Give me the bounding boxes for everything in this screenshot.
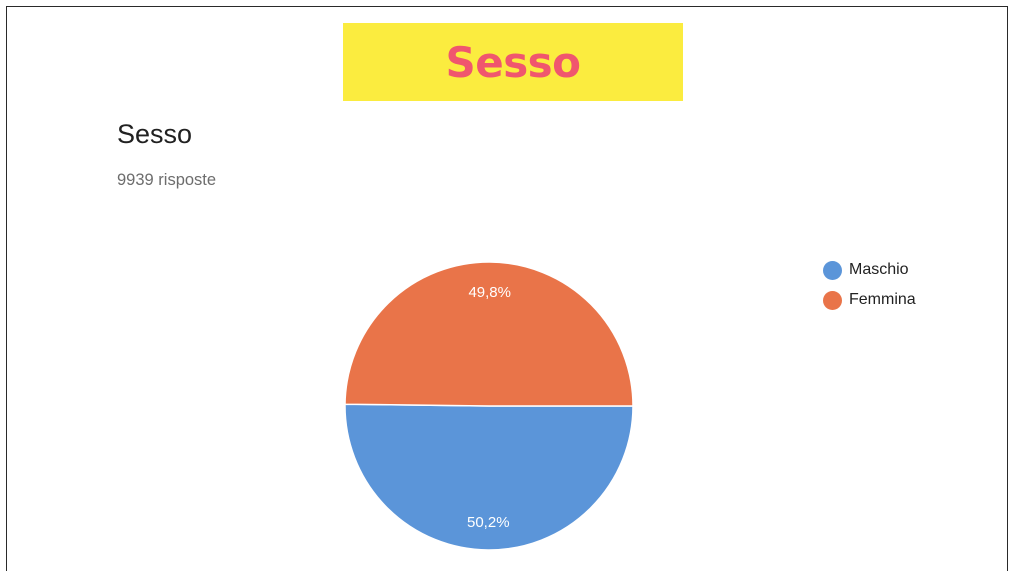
pie-slice-femmina: [344, 261, 634, 407]
pie-slices: [344, 261, 634, 551]
legend-swatch-maschio: [823, 260, 842, 280]
pie-slice-label-maschio: 50,2%: [467, 514, 510, 531]
response-count: 9939 risposte: [117, 171, 217, 189]
banner-title: Sesso: [445, 37, 581, 87]
legend-label-maschio: Maschio: [849, 261, 909, 278]
title-banner: Sesso: [343, 23, 683, 101]
legend-swatch-femmina: [823, 290, 842, 310]
legend-item-femmina: Femmina: [823, 285, 916, 315]
chart-legend: Maschio Femmina: [823, 255, 916, 315]
legend-label-femmina: Femmina: [849, 291, 916, 308]
question-title: Sesso: [117, 119, 193, 149]
legend-item-maschio: Maschio: [823, 255, 916, 285]
pie-slice-labels: 50,2% 49,8%: [467, 284, 511, 531]
pie-slice-label-femmina: 49,8%: [468, 284, 511, 301]
pie-slice-maschio: [344, 403, 634, 551]
